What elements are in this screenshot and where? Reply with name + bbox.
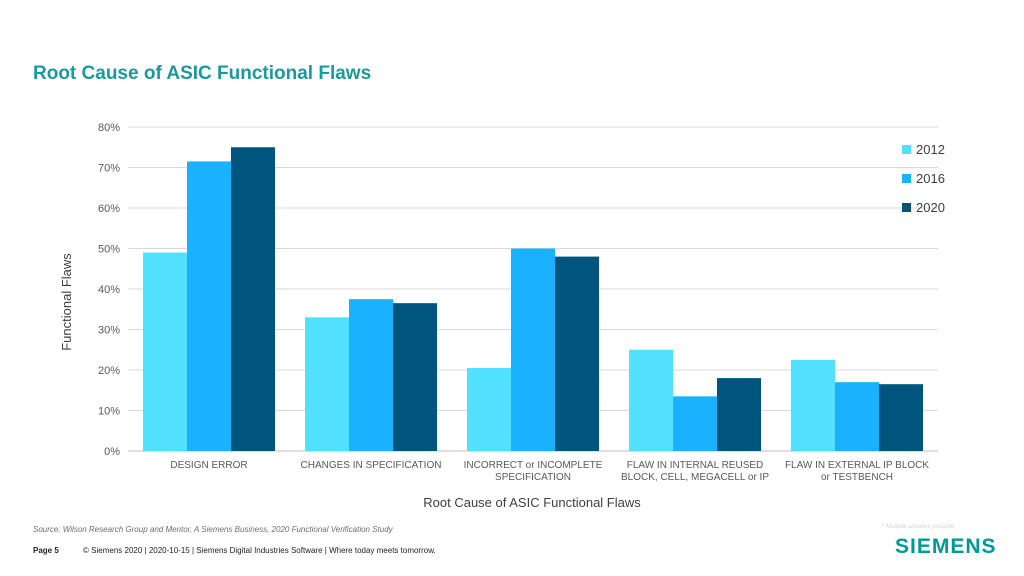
x-tick-label: INCORRECT or INCOMPLETE <box>464 460 603 471</box>
footer-copyright: © Siemens 2020 | 2020-10-15 | Siemens Di… <box>83 546 436 555</box>
bar-2016 <box>835 382 879 451</box>
x-axis-ticks: DESIGN ERROR CHANGES IN SPECIFICATION INCO… <box>170 460 929 483</box>
bar-2012 <box>629 349 673 451</box>
y-tick-label: 0% <box>104 446 120 458</box>
page-number: Page 5 <box>33 546 59 555</box>
bar-2012 <box>467 367 511 451</box>
x-axis-label: Root Cause of ASIC Functional Flaws <box>423 495 641 510</box>
x-tick-label: FLAW IN INTERNAL REUSED <box>627 460 764 471</box>
legend-swatch-2020 <box>902 203 911 212</box>
bar-2020 <box>717 378 761 451</box>
bar-2020 <box>231 147 275 451</box>
y-tick-label: 60% <box>98 203 120 215</box>
siemens-logo: SIEMENS <box>895 535 997 558</box>
y-tick-label: 20% <box>98 365 120 377</box>
bar-2012 <box>791 359 835 451</box>
legend-label-2016: 2016 <box>916 171 945 186</box>
legend-label-2012: 2012 <box>916 142 945 157</box>
bar-2016 <box>673 396 717 451</box>
bar-2012 <box>305 317 349 451</box>
bar-2012 <box>143 252 187 451</box>
y-tick-label: 50% <box>98 244 120 256</box>
bar-chart: 0% 10% 20% 30% 40% 50% 60% 70% 80% DESIGN ERROR C… <box>59 122 945 510</box>
bars <box>143 147 923 452</box>
source-note: Source: Wilson Research Group and Mentor… <box>33 525 393 534</box>
bar-2020 <box>879 384 923 451</box>
y-axis-label: Functional Flaws <box>59 253 74 351</box>
x-tick-label: SPECIFICATION <box>495 472 571 483</box>
slide-title: Root Cause of ASIC Functional Flaws <box>33 63 372 84</box>
bar-2020 <box>555 256 599 451</box>
x-tick-label: or TESTBENCH <box>821 472 893 483</box>
bar-2016 <box>187 161 231 452</box>
x-tick-label: BLOCK, CELL, MEGACELL or IP <box>621 472 769 483</box>
y-tick-label: 10% <box>98 406 120 418</box>
footer: Page 5 © Siemens 2020 | 2020-10-15 | Sie… <box>33 546 436 555</box>
footnote: * Multiple answers possible <box>882 524 955 530</box>
y-tick-label: 70% <box>98 163 120 175</box>
x-tick-label: FLAW IN EXTERNAL IP BLOCK <box>785 460 929 471</box>
y-tick-label: 30% <box>98 325 120 337</box>
x-tick-label: CHANGES IN SPECIFICATION <box>301 460 442 471</box>
bar-2016 <box>511 248 555 451</box>
legend: 2012 2016 2020 <box>902 142 945 215</box>
legend-swatch-2012 <box>902 145 911 154</box>
legend-swatch-2016 <box>902 174 911 183</box>
y-tick-label: 80% <box>98 122 120 134</box>
y-tick-label: 40% <box>98 284 120 296</box>
y-axis-ticks: 0% 10% 20% 30% 40% 50% 60% 70% 80% <box>98 122 120 458</box>
x-tick-label: DESIGN ERROR <box>170 460 247 471</box>
legend-label-2020: 2020 <box>916 200 945 215</box>
bar-2016 <box>349 299 393 451</box>
bar-2020 <box>393 303 437 451</box>
